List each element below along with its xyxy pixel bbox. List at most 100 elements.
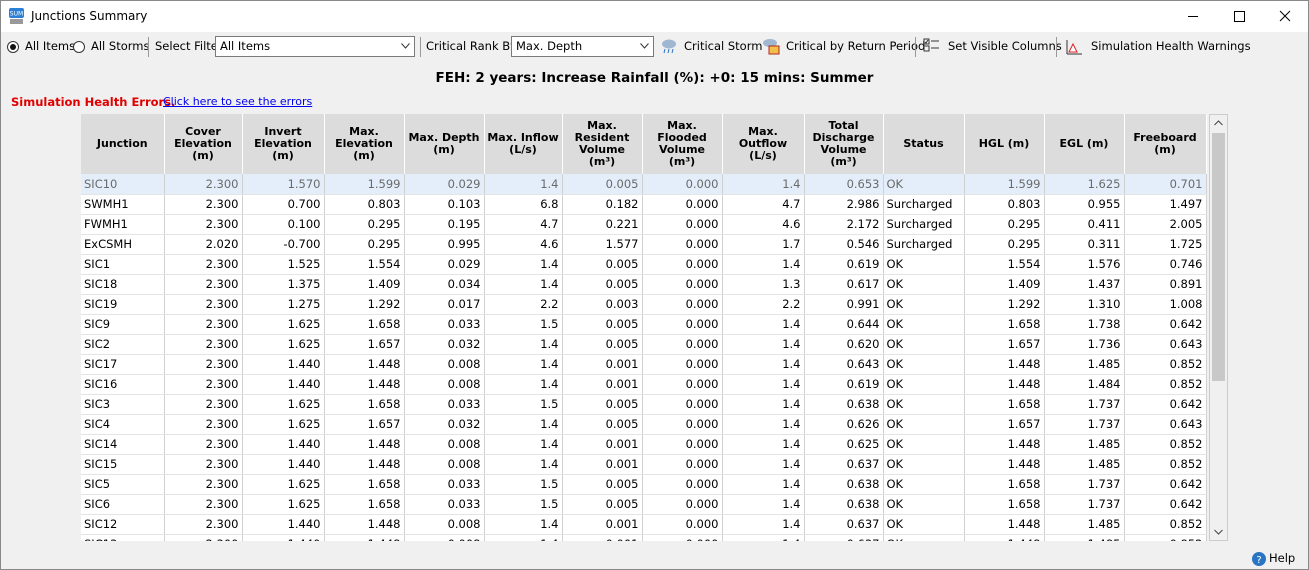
table-cell: 0.000 xyxy=(642,354,723,375)
table-cell: 1.658 xyxy=(324,314,405,335)
vertical-scrollbar[interactable] xyxy=(1209,114,1228,541)
table-cell: 2.300 xyxy=(164,454,243,475)
table-row[interactable]: SIC1 2.300 1.525 1.554 0.029 1.4 0.005 0.000 1.4… xyxy=(81,254,1207,275)
table-cell: 1.008 xyxy=(1124,294,1207,315)
table-row[interactable]: SIC3 2.300 1.625 1.658 0.033 1.5 0.005 0.000 1.4… xyxy=(81,394,1207,415)
column-header: Status xyxy=(883,114,965,174)
column-header: Max. Outflow (L/s) xyxy=(722,114,805,174)
table-cell: 1.485 xyxy=(1044,434,1125,455)
table-cell: 1.737 xyxy=(1044,494,1125,515)
header-row: Junction Cover Elevation (m) Invert Elevat… xyxy=(81,114,1207,174)
table-row[interactable]: SIC19 2.300 1.275 1.292 0.017 2.2 0.003 0.000 2.… xyxy=(81,294,1207,315)
help-button[interactable]: Help xyxy=(1269,551,1296,565)
table-cell: 0.642 xyxy=(1124,314,1207,335)
table-cell: 2.172 xyxy=(804,214,884,235)
table-cell: 1.4 xyxy=(484,334,563,355)
storm-icon[interactable] xyxy=(660,37,678,55)
table-cell: OK xyxy=(883,274,965,295)
radio-label[interactable]: All Items xyxy=(25,39,76,53)
table-cell: 0.644 xyxy=(804,314,884,335)
table-cell: SIC3 xyxy=(81,394,165,415)
table-cell: 1.485 xyxy=(1044,514,1125,535)
table-row[interactable]: SIC10 2.300 1.570 1.599 0.029 1.4 0.005 0.000 1.… xyxy=(81,174,1207,195)
table-row[interactable]: SIC18 2.300 1.375 1.409 0.034 1.4 0.005 0.000 1.… xyxy=(81,274,1207,295)
table-cell: SWMH1 xyxy=(81,194,165,215)
filter-select[interactable]: All Items xyxy=(215,36,415,57)
table-cell: 0.852 xyxy=(1124,354,1207,375)
maximize-button[interactable] xyxy=(1216,1,1262,32)
table-cell: 1.658 xyxy=(964,494,1045,515)
table-cell: 1.440 xyxy=(242,514,325,535)
table-cell: 0.642 xyxy=(1124,394,1207,415)
rank-select[interactable]: Max. Depth xyxy=(511,36,654,57)
table-cell: 0.955 xyxy=(1044,194,1125,215)
table-row[interactable]: SIC2 2.300 1.625 1.657 0.032 1.4 0.005 0.000 1.4… xyxy=(81,334,1207,355)
table-row[interactable]: SIC14 2.300 1.440 1.448 0.008 1.4 0.001 0.000 1.… xyxy=(81,434,1207,455)
critical-return-period-button[interactable]: Critical by Return Period xyxy=(786,39,926,53)
table-cell: 1.554 xyxy=(324,254,405,275)
table-cell: 0.005 xyxy=(562,474,643,495)
table-cell: 1.625 xyxy=(242,414,325,435)
table-cell: 0.000 xyxy=(642,234,723,255)
table-row[interactable]: SIC4 2.300 1.625 1.657 0.032 1.4 0.005 0.000 1.4… xyxy=(81,414,1207,435)
table-cell: SIC12 xyxy=(81,514,165,535)
table-cell: 0.008 xyxy=(404,454,485,475)
table-cell: 2.300 xyxy=(164,194,243,215)
critical-storm-button[interactable]: Critical Storm xyxy=(684,39,763,53)
table-cell: 2.300 xyxy=(164,174,243,195)
table-cell: 1.4 xyxy=(484,414,563,435)
set-visible-columns-button[interactable]: Set Visible Columns xyxy=(948,39,1062,53)
table-cell: 1.4 xyxy=(722,174,805,195)
table-cell: 2.300 xyxy=(164,434,243,455)
table-cell: 1.4 xyxy=(722,474,805,495)
table-cell: 2.300 xyxy=(164,214,243,235)
table-cell: 1.577 xyxy=(562,234,643,255)
table-cell: 0.546 xyxy=(804,234,884,255)
table-cell: 1.448 xyxy=(324,454,405,475)
minimize-button[interactable] xyxy=(1170,1,1216,32)
table-cell: 1.554 xyxy=(964,254,1045,275)
table-cell: 1.4 xyxy=(484,454,563,475)
table-cell: 1.4 xyxy=(722,354,805,375)
errors-link[interactable]: Click here to see the errors xyxy=(163,95,313,108)
table-row[interactable]: SIC15 2.300 1.440 1.448 0.008 1.4 0.001 0.000 1.… xyxy=(81,454,1207,475)
table-row[interactable]: SIC12 2.300 1.440 1.448 0.008 1.4 0.001 0.000 1.… xyxy=(81,514,1207,535)
table-row[interactable]: SIC6 2.300 1.625 1.658 0.033 1.5 0.005 0.000 1.4… xyxy=(81,494,1207,515)
table-row[interactable]: FWMH1 2.300 0.100 0.295 0.195 4.7 0.221 0.000 4.… xyxy=(81,214,1207,235)
table-cell: SIC4 xyxy=(81,414,165,435)
columns-icon[interactable] xyxy=(923,38,941,56)
scenario-heading: FEH: 2 years: Increase Rainfall (%): +0:… xyxy=(435,70,874,86)
warnings-icon[interactable] xyxy=(1065,38,1083,56)
table-cell: OK xyxy=(883,354,965,375)
close-button[interactable] xyxy=(1262,1,1308,32)
table-cell: 1.658 xyxy=(964,394,1045,415)
scrollbar-parts xyxy=(1212,120,1225,535)
table-cell: 0.221 xyxy=(562,214,643,235)
table-cell: 2.300 xyxy=(164,274,243,295)
table-row[interactable]: SIC16 2.300 1.440 1.448 0.008 1.4 0.001 0.000 1.… xyxy=(81,374,1207,395)
table-cell: 0.033 xyxy=(404,474,485,495)
table-row[interactable]: SWMH1 2.300 0.700 0.803 0.103 6.8 0.182 0.000 4.… xyxy=(81,194,1207,215)
table-cell: 0.701 xyxy=(1124,174,1207,195)
table-row[interactable]: SIC9 2.300 1.625 1.658 0.033 1.5 0.005 0.000 1.4… xyxy=(81,314,1207,335)
table-cell: 0.182 xyxy=(562,194,643,215)
table-cell: 1.484 xyxy=(1044,374,1125,395)
table-cell: 1.448 xyxy=(964,434,1045,455)
radio-all-storms[interactable] xyxy=(73,41,85,53)
table-row[interactable]: SIC17 2.300 1.440 1.448 0.008 1.4 0.001 0.000 1.… xyxy=(81,354,1207,375)
table-row[interactable]: SIC5 2.300 1.625 1.658 0.033 1.5 0.005 0.000 1.4… xyxy=(81,474,1207,495)
table-cell: 0.008 xyxy=(404,534,485,541)
radio-all-items[interactable] xyxy=(7,41,19,53)
table-cell: 0.638 xyxy=(804,474,884,495)
table-cell: 0.000 xyxy=(642,334,723,355)
table-cell: 1.409 xyxy=(324,274,405,295)
table-row[interactable]: SIC132.3001.4401.4480.0081.40.0010.0001.… xyxy=(81,534,1207,541)
help-icon[interactable]: ? xyxy=(1251,551,1267,567)
table-cell: 1.4 xyxy=(484,354,563,375)
health-warnings-button[interactable]: Simulation Health Warnings xyxy=(1091,39,1251,53)
table-cell: 0.001 xyxy=(562,514,643,535)
table-row[interactable]: ExCSMH 2.020 -0.700 0.295 0.995 4.6 1.577 0.000… xyxy=(81,234,1207,255)
return-period-icon[interactable] xyxy=(762,37,780,55)
table-cell: 2.300 xyxy=(164,414,243,435)
radio-label[interactable]: All Storms xyxy=(91,39,150,53)
